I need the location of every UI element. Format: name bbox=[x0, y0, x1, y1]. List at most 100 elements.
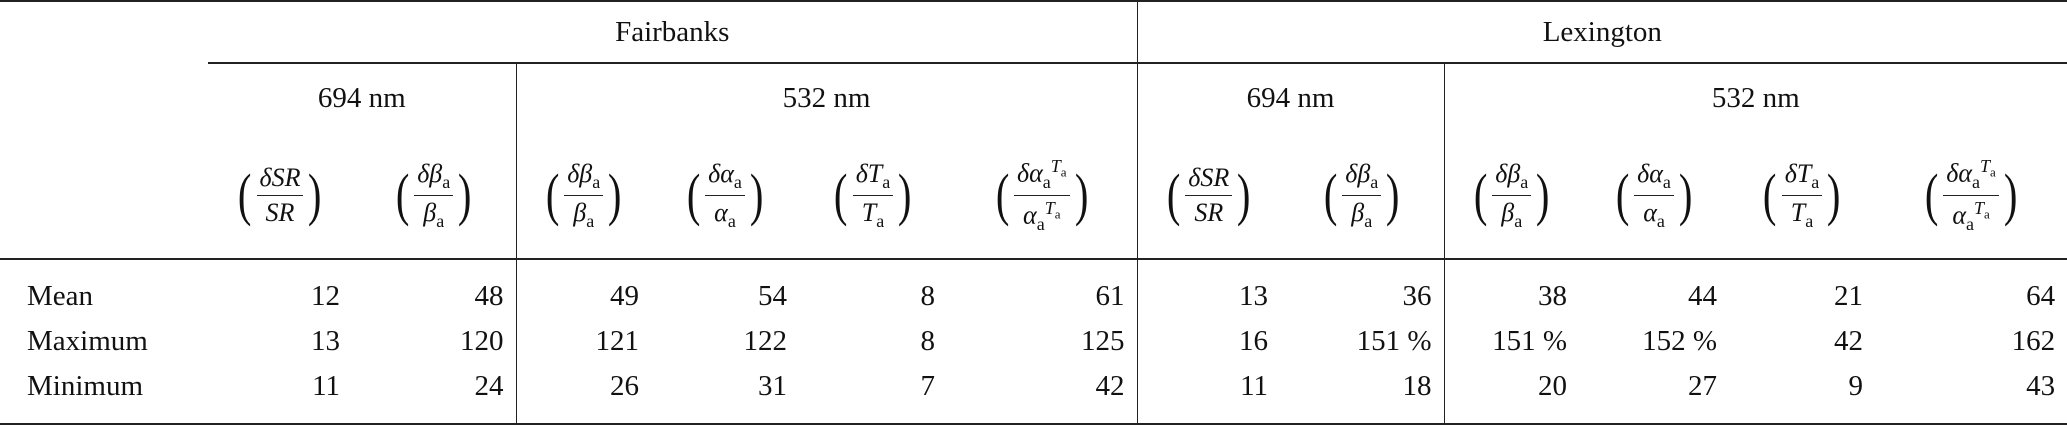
fairbanks-cell: 121 bbox=[515, 319, 651, 364]
fairbanks-cell: 26 bbox=[515, 364, 651, 425]
lexington-cell: 27 bbox=[1579, 364, 1730, 425]
left-paren: ( bbox=[545, 162, 560, 227]
numerator: δβa bbox=[1342, 159, 1382, 196]
fairbanks-cell: 8 bbox=[920, 280, 936, 312]
lexington-cell: 42 bbox=[1834, 325, 1864, 357]
site-header-row: Fairbanks Lexington bbox=[0, 0, 2067, 63]
numerator: δTa bbox=[852, 159, 894, 196]
denominator: αa bbox=[1643, 197, 1665, 231]
left-paren: ( bbox=[1924, 162, 1939, 227]
numerator: δSR bbox=[1185, 163, 1233, 196]
wavelength-header-row: 694 nm 532 nm 694 nm 532 nm bbox=[0, 62, 2067, 132]
denominator: Ta bbox=[861, 197, 885, 231]
lexington-cell: 151 % bbox=[1443, 319, 1580, 364]
right-paren: ) bbox=[458, 162, 472, 227]
lexington-cell: 38 bbox=[1443, 259, 1580, 319]
fraction: (δSR SR) bbox=[1164, 163, 1254, 228]
left-paren: ( bbox=[395, 162, 410, 227]
fraction: (δβa βa) bbox=[1471, 159, 1553, 232]
right-paren: ) bbox=[1536, 162, 1550, 227]
fairbanks-cell: 49 bbox=[515, 259, 651, 319]
row-label: Minimum bbox=[0, 364, 208, 425]
lexington-cell: 18 bbox=[1280, 364, 1445, 425]
right-paren: ) bbox=[898, 162, 912, 227]
fraction: (δαa αa) bbox=[684, 159, 766, 232]
denominator: αa bbox=[714, 197, 736, 231]
fairbanks-cell: 122 bbox=[743, 325, 788, 357]
fairbanks-cell: 120 bbox=[460, 325, 504, 357]
fraction: (δαa αa) bbox=[1613, 159, 1695, 232]
fairbanks-cell: 48 bbox=[474, 280, 504, 312]
fraction: (δβa βa) bbox=[543, 159, 625, 232]
lexington-cell: 9 bbox=[1729, 364, 1876, 425]
lexington-cell: 43 bbox=[1875, 364, 2067, 425]
column-header: (δαaTa αaTa) bbox=[947, 132, 1138, 260]
fairbanks-cell: 13 bbox=[311, 325, 340, 357]
fairbanks-cell: 12 bbox=[311, 280, 340, 312]
fraction: (δTa Ta) bbox=[1760, 159, 1843, 232]
fraction: (δSR SR) bbox=[235, 163, 325, 228]
right-paren: ) bbox=[1678, 162, 1693, 227]
row-label: Maximum bbox=[27, 325, 148, 357]
numerator: δαaTa bbox=[1943, 156, 1999, 196]
lexington-cell: 162 bbox=[2011, 325, 2056, 357]
left-paren: ( bbox=[1166, 162, 1181, 227]
left-paren: ( bbox=[1473, 162, 1488, 227]
fairbanks-cell: 8 bbox=[920, 325, 936, 357]
lexington-cell: 152 % bbox=[1642, 325, 1718, 357]
column-header: (δSR SR) bbox=[208, 132, 352, 260]
column-header: (δαa αa) bbox=[1579, 132, 1730, 260]
column-header: (δTa Ta) bbox=[799, 132, 947, 260]
fairbanks-cell: 125 bbox=[1081, 325, 1125, 357]
fraction: (δαaTa αaTa) bbox=[993, 156, 1091, 234]
column-header: (δSR SR) bbox=[1136, 132, 1281, 260]
left-paren: ( bbox=[1763, 162, 1777, 227]
lexington-cell: 36 bbox=[1402, 280, 1432, 312]
table-row: Minimum 11 24 26 31 7 42 11 18 20 27 9 43 bbox=[0, 364, 2067, 425]
left-paren: ( bbox=[1323, 162, 1338, 227]
column-header: (δβa βa) bbox=[515, 132, 651, 260]
site-lexington: Lexington bbox=[1136, 0, 2067, 63]
right-paren: ) bbox=[749, 162, 764, 227]
lexington-cell: 21 bbox=[1834, 280, 1864, 312]
lexington-cell: 20 bbox=[1443, 364, 1580, 425]
fairbanks-cell: 11 bbox=[208, 364, 352, 425]
denominator: βa bbox=[1501, 197, 1523, 231]
left-paren: ( bbox=[834, 162, 848, 227]
column-header: (δβa βa) bbox=[1280, 132, 1445, 260]
fraction: (δTa Ta) bbox=[831, 159, 914, 232]
denominator: βa bbox=[423, 197, 445, 231]
numerator: δSR bbox=[256, 163, 304, 196]
lexington-cell: 151 % bbox=[1356, 325, 1432, 357]
lexington-cell: 13 bbox=[1136, 259, 1281, 319]
numerator: δTa bbox=[1781, 159, 1823, 196]
right-paren: ) bbox=[1237, 162, 1251, 227]
fraction: (δβa βa) bbox=[1321, 159, 1403, 232]
right-paren: ) bbox=[1386, 162, 1400, 227]
lexington-532: 532 nm bbox=[1443, 62, 2067, 132]
numerator: δβa bbox=[414, 159, 454, 196]
denominator: SR bbox=[265, 197, 295, 227]
lexington-694: 694 nm bbox=[1136, 62, 1445, 132]
fraction: (δβa βa) bbox=[393, 159, 475, 232]
column-header: (δTa Ta) bbox=[1729, 132, 1876, 260]
lexington-cell: 16 bbox=[1136, 319, 1281, 364]
column-header: (δβa βa) bbox=[1443, 132, 1580, 260]
lexington-cell: 11 bbox=[1136, 364, 1281, 425]
right-paren: ) bbox=[1074, 162, 1088, 227]
denominator: SR bbox=[1194, 197, 1224, 227]
column-header-row: (δSR SR)(δβa βa)(δβa βa)(δαa αa)(δTa Ta)(δαaT… bbox=[0, 132, 2067, 260]
left-paren: ( bbox=[995, 162, 1010, 227]
right-paren: ) bbox=[308, 162, 322, 227]
numerator: δβa bbox=[564, 159, 604, 196]
numerator: δαa bbox=[705, 159, 745, 196]
fraction: (δαaTa αaTa) bbox=[1922, 156, 2020, 234]
left-paren: ( bbox=[238, 162, 252, 227]
fairbanks-cell: 42 bbox=[947, 364, 1138, 425]
denominator: αaTa bbox=[1023, 197, 1061, 234]
site-fairbanks: Fairbanks bbox=[208, 0, 1138, 63]
right-paren: ) bbox=[2003, 162, 2018, 227]
denominator: Ta bbox=[1790, 197, 1814, 231]
left-paren: ( bbox=[686, 162, 701, 227]
